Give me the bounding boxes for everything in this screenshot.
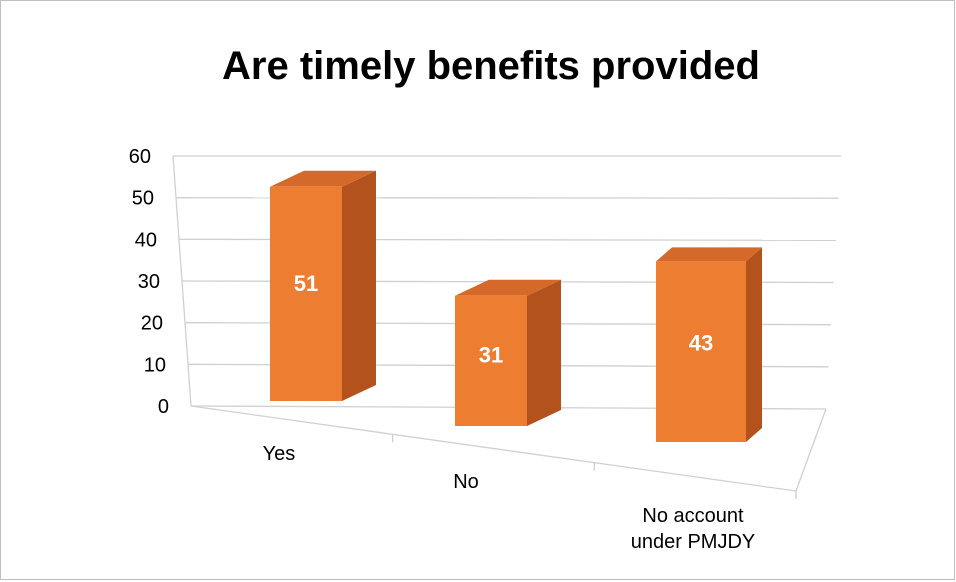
chart-title: Are timely benefits provided — [222, 44, 760, 88]
bars: 51 31 43 — [270, 170, 762, 442]
axes — [172, 155, 827, 499]
bar-2 — [656, 247, 762, 442]
y-tick-label: 20 — [141, 313, 163, 335]
data-label: 51 — [294, 271, 318, 296]
bar-top — [270, 170, 376, 187]
category-labels: Yes No No account under PMJDY — [263, 443, 756, 553]
bar-1 — [455, 279, 561, 426]
bar-0 — [270, 170, 376, 401]
category-label-line: No — [453, 471, 479, 493]
bar-side — [527, 279, 561, 426]
y-tick-label: 50 — [132, 188, 154, 210]
bar-side — [746, 247, 762, 442]
y-tick-label: 0 — [158, 396, 169, 418]
bar-front — [455, 295, 527, 426]
bar-side — [342, 170, 376, 401]
category-label-line: Yes — [263, 443, 296, 465]
bar-top — [455, 279, 561, 296]
y-tick-label: 10 — [144, 354, 166, 376]
bar-top — [656, 247, 762, 262]
data-label: 43 — [689, 331, 713, 356]
y-tick-label: 30 — [138, 271, 160, 293]
y-axis-line — [172, 155, 192, 407]
data-label: 31 — [479, 342, 503, 367]
category-label-line: under PMJDY — [631, 531, 756, 553]
bar-front — [270, 186, 342, 401]
y-tick-label: 40 — [135, 229, 157, 251]
y-axis-ticks: 0 10 20 30 40 50 60 — [129, 146, 169, 418]
x-axis-line — [190, 405, 797, 492]
category-label: No account under PMJDY — [631, 505, 756, 553]
floor-right-edge — [795, 408, 827, 492]
y-tick-label: 60 — [129, 146, 151, 168]
category-label-line: No account — [642, 505, 744, 527]
bar-front — [656, 261, 746, 442]
category-label: No — [453, 471, 479, 493]
category-label: Yes — [263, 443, 296, 465]
